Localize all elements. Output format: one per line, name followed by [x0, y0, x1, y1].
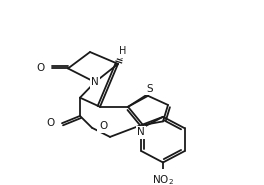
Text: O: O: [37, 63, 45, 73]
Text: S: S: [147, 84, 153, 94]
Text: NO$_2$: NO$_2$: [152, 173, 174, 185]
Text: N: N: [137, 127, 145, 137]
Text: O: O: [99, 121, 107, 131]
Text: H: H: [119, 46, 127, 56]
Text: O: O: [47, 118, 55, 128]
Text: N: N: [91, 77, 99, 87]
